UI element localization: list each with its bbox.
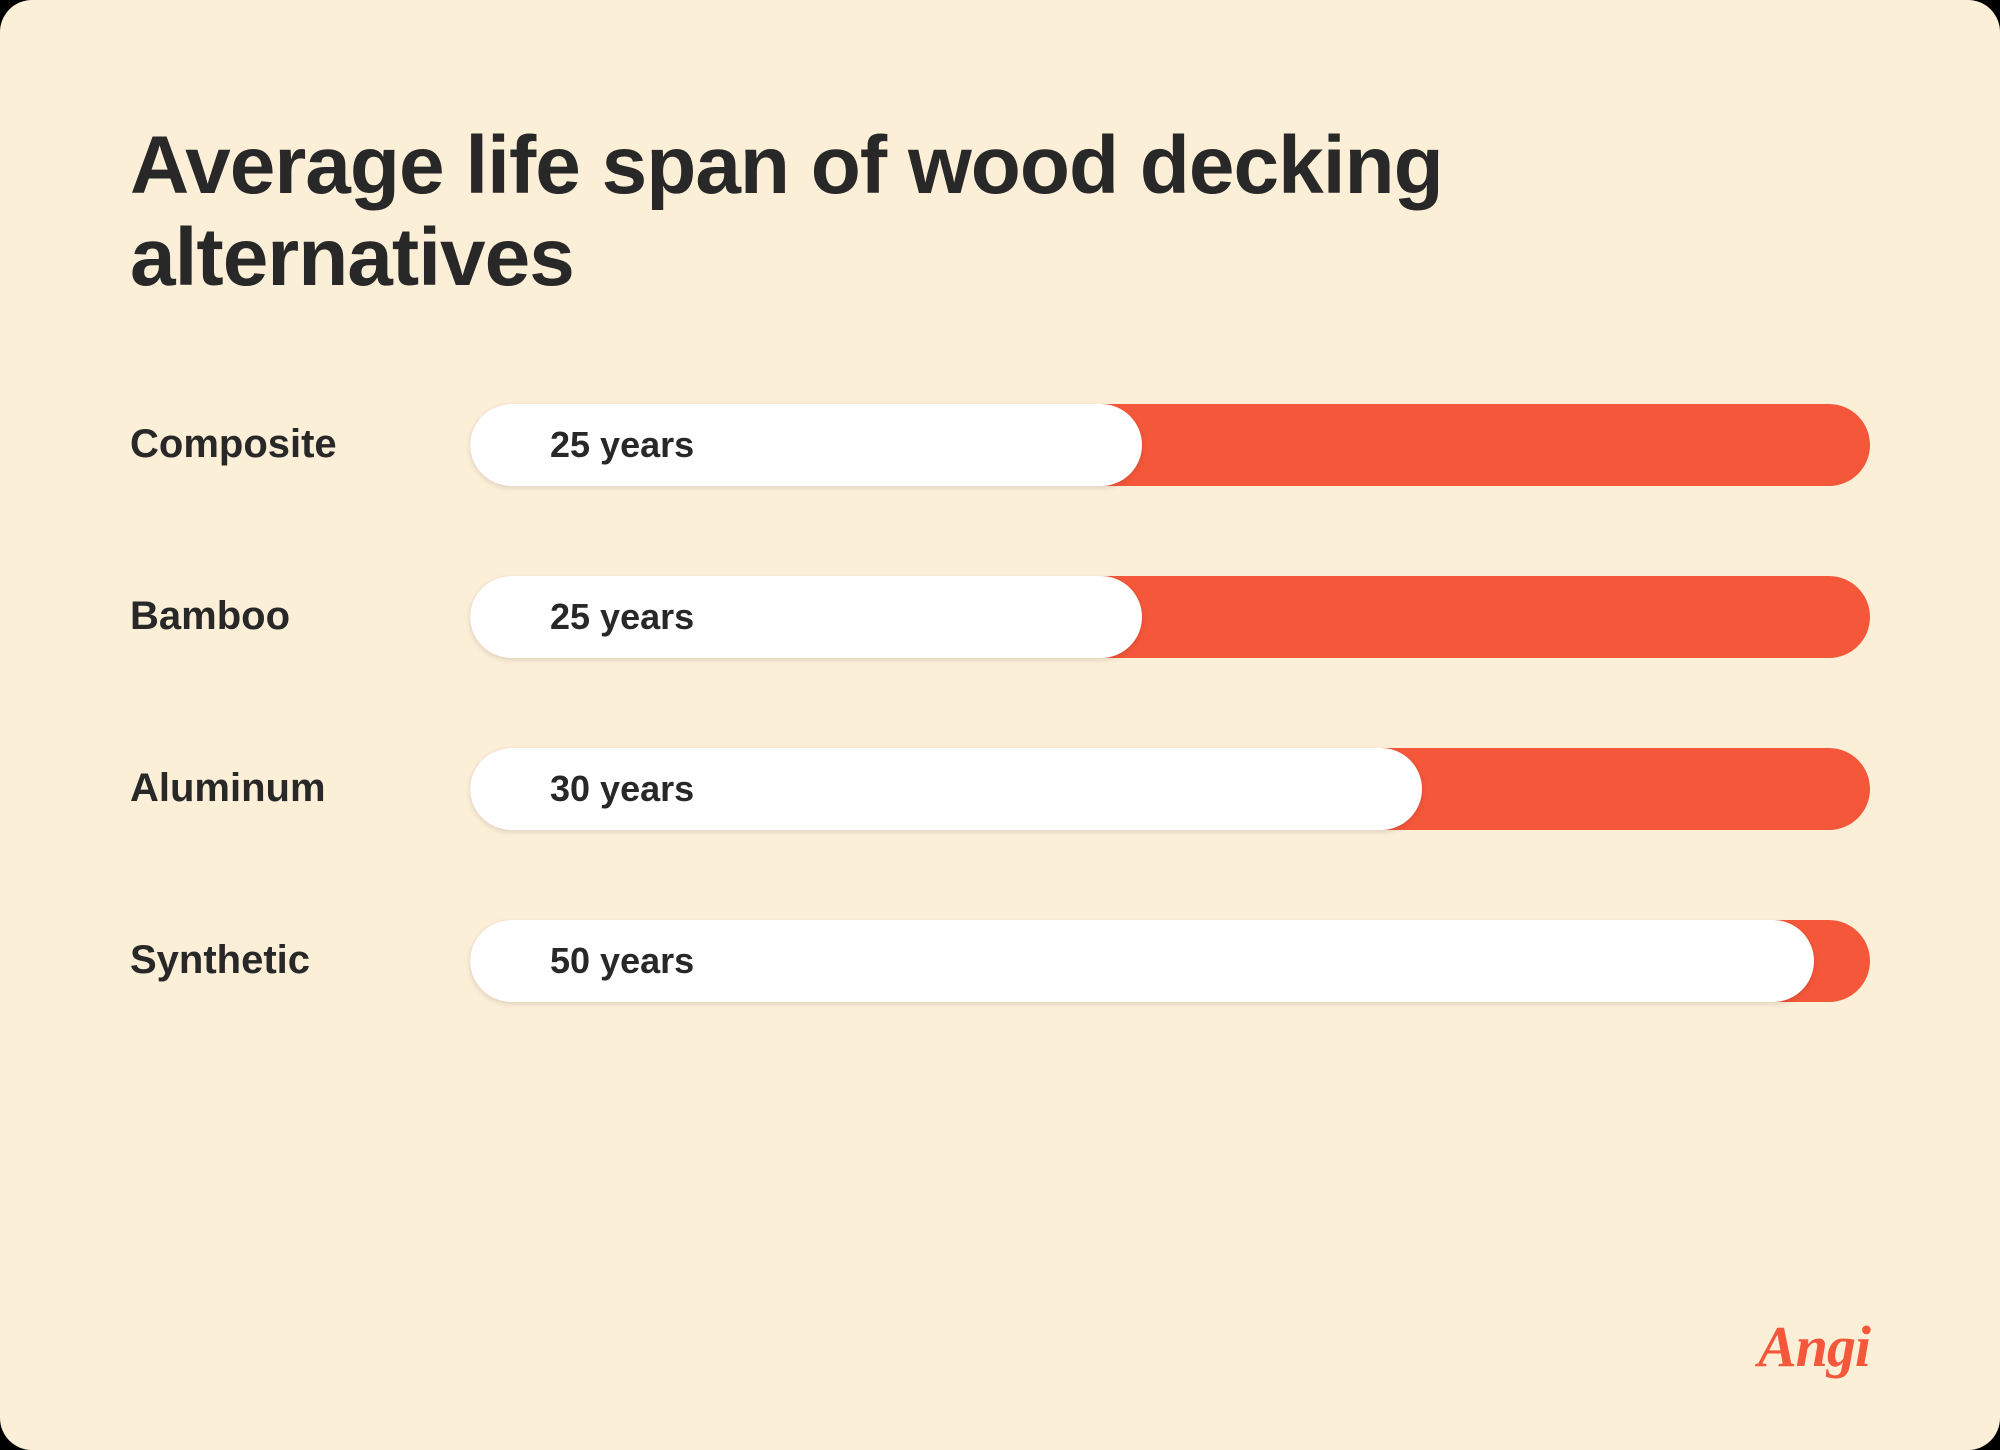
bar-wrap: 25 years bbox=[470, 404, 1870, 486]
bar-row: Synthetic 50 years bbox=[130, 920, 1870, 1002]
bar-fill: 30 years bbox=[470, 748, 1422, 830]
bar-fill: 25 years bbox=[470, 576, 1142, 658]
bar-label: Synthetic bbox=[130, 938, 470, 983]
bar-label: Bamboo bbox=[130, 594, 470, 639]
bar-value: 25 years bbox=[470, 424, 694, 466]
bar-value: 25 years bbox=[470, 596, 694, 638]
bar-value: 30 years bbox=[470, 768, 694, 810]
infographic-card: Average life span of wood decking altern… bbox=[0, 0, 2000, 1450]
chart-title: Average life span of wood decking altern… bbox=[130, 120, 1870, 304]
bar-wrap: 30 years bbox=[470, 748, 1870, 830]
bar-row: Aluminum 30 years bbox=[130, 748, 1870, 830]
bar-wrap: 25 years bbox=[470, 576, 1870, 658]
bar-row: Composite 25 years bbox=[130, 404, 1870, 486]
bar-value: 50 years bbox=[470, 940, 694, 982]
bar-wrap: 50 years bbox=[470, 920, 1870, 1002]
bar-row: Bamboo 25 years bbox=[130, 576, 1870, 658]
bar-fill: 50 years bbox=[470, 920, 1814, 1002]
bar-fill: 25 years bbox=[470, 404, 1142, 486]
bar-label: Composite bbox=[130, 422, 470, 467]
bar-label: Aluminum bbox=[130, 766, 470, 811]
brand-logo: Angi bbox=[1758, 1313, 1870, 1380]
chart-rows: Composite 25 years Bamboo 25 years Alumi… bbox=[130, 404, 1870, 1002]
